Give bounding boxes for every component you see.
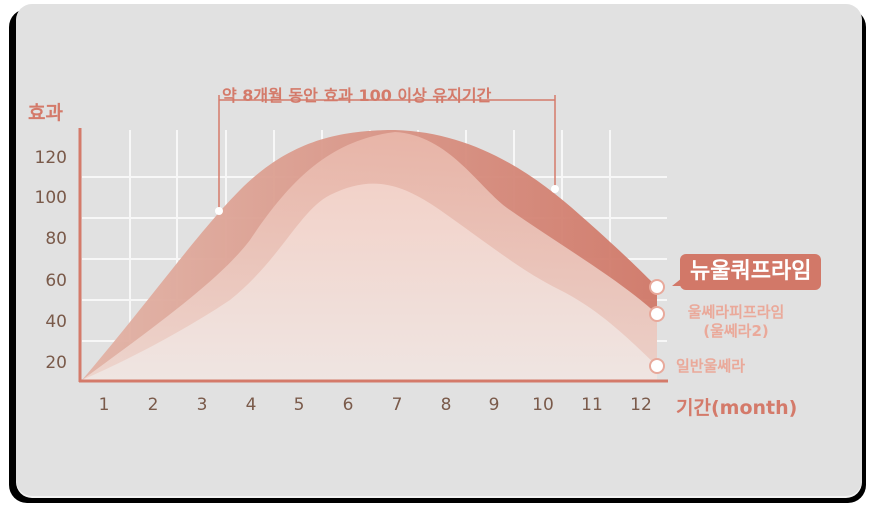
y-tick: 60 — [45, 271, 67, 291]
y-tick: 120 — [34, 148, 67, 168]
y-axis-title: 효과 — [28, 102, 63, 124]
annotation-bracket — [218, 95, 556, 210]
x-tick: 8 — [440, 395, 452, 415]
x-tick: 12 — [630, 395, 652, 415]
x-tick: 1 — [98, 395, 110, 415]
legend-ulthera2: 울쎄라피프라임 (울쎄라2) — [676, 303, 796, 341]
y-tick: 100 — [34, 188, 67, 208]
x-tick: 7 — [391, 395, 403, 415]
annotation-start-marker — [215, 207, 223, 215]
marker-newulquo — [649, 279, 665, 295]
x-tick: 9 — [488, 395, 500, 415]
x-tick: 6 — [342, 395, 354, 415]
x-tick: 11 — [581, 395, 603, 415]
x-tick: 10 — [532, 395, 554, 415]
x-tick: 2 — [147, 395, 159, 415]
x-axis-title: 기간(month) — [676, 397, 798, 419]
x-tick: 3 — [196, 395, 208, 415]
legend-ulthera: 일반울쎄라 — [676, 357, 746, 375]
annotation-text: 약 8개월 동안 효과 100 이상 유지기간 — [222, 86, 492, 105]
x-tick: 5 — [293, 395, 305, 415]
annotation-end-marker — [551, 185, 559, 193]
legend-ulthera2-line1: 울쎄라피프라임 — [687, 303, 785, 321]
series-ulthera — [82, 183, 657, 380]
y-tick: 80 — [45, 229, 67, 249]
legend-newulquo: 뉴울쿼프라임 — [671, 254, 822, 290]
marker-ulthera2 — [649, 306, 665, 322]
legend-ulthera2-line2: (울쎄라2) — [703, 322, 769, 340]
y-tick: 40 — [45, 312, 67, 332]
marker-ulthera — [649, 358, 665, 374]
y-tick: 20 — [45, 353, 67, 373]
x-tick: 4 — [245, 395, 257, 415]
